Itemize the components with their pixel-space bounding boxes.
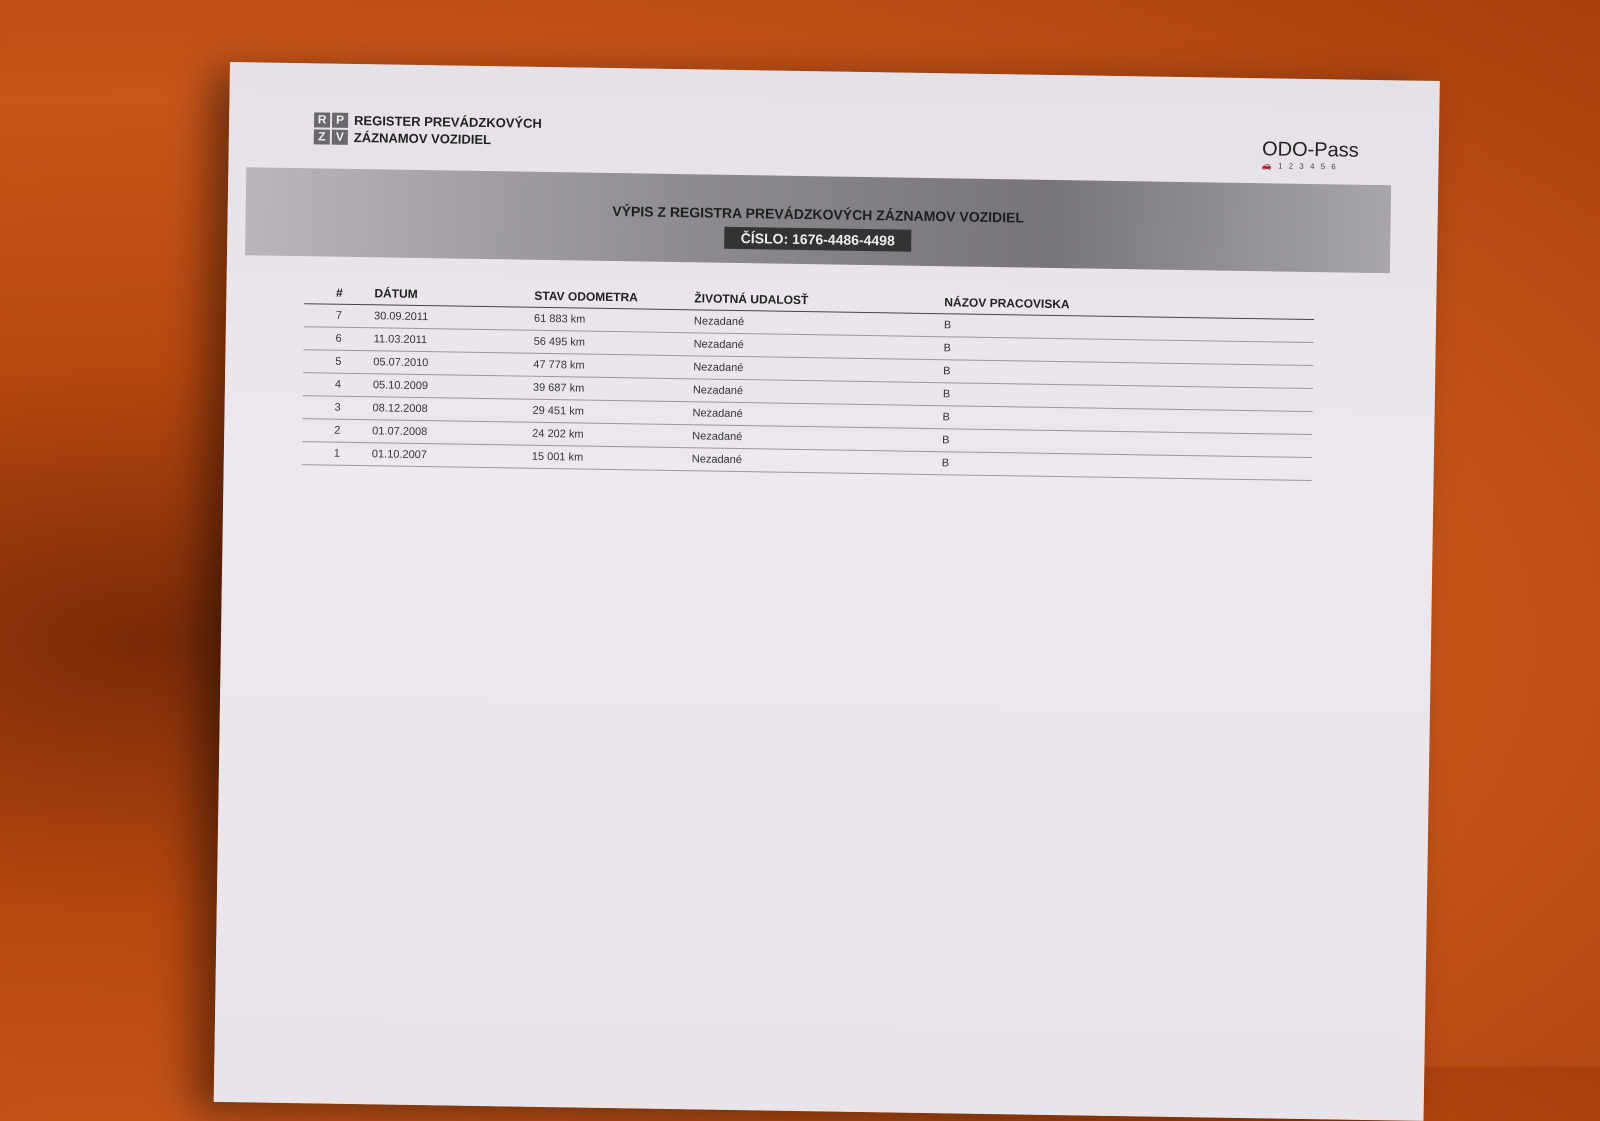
table-cell: 05.07.2010 [373,350,534,377]
table-cell: 15 001 km [531,445,692,471]
column-header: DÁTUM [374,282,535,308]
table-cell: 7 [303,303,375,328]
logo-letter: P [331,112,349,128]
column-header: # [304,281,375,305]
table-cell: 11.03.2011 [373,327,534,354]
odo-pass-logo: ODO-Pass 🚗 1 2 3 4 5 6 [1262,138,1359,172]
table-cell: 4 [302,372,374,397]
table-cell: B [941,451,1312,481]
table-cell: 30.09.2011 [373,304,535,331]
table-cell: 2 [302,418,373,443]
document-sheet: R P Z V REGISTER PREVÁDZKOVÝCH ZÁZNAMOV … [213,62,1440,1121]
column-header: STAV ODOMETRA [534,284,695,310]
table-cell: 6 [303,326,374,351]
records-table: # DÁTUM STAV ODOMETRA ŽIVOTNÁ UDALOSŤ NÁZOV … [301,281,1315,481]
logo-letter: R [313,112,331,128]
table-body: 7 30.09.2011 61 883 km Nezadané B 6 11.03.2011… [301,303,1315,481]
logo-letter: Z [313,129,330,145]
logo-letter: V [331,129,348,145]
logo-line2: ZÁZNAMOV VOZIDIEL [353,129,492,148]
table-cell: 56 495 km [533,330,694,356]
table-cell: 61 883 km [533,307,695,333]
table-cell: Nezadané [691,447,942,475]
table-cell: 39 687 km [532,376,694,402]
table-cell: 01.10.2007 [371,442,533,469]
brand-tagline: 1 2 3 4 5 6 [1277,161,1338,172]
title-banner: VÝPIS Z REGISTRA PREVÁDZKOVÝCH ZÁZNAMOV … [244,167,1392,274]
table-cell: 29 451 km [532,399,693,425]
document-number: ČÍSLO: 1676-4486-4498 [724,226,911,252]
table-cell: 47 778 km [533,353,694,379]
table-cell: 3 [302,395,373,420]
table-cell: 1 [301,441,373,466]
logo-text: REGISTER PREVÁDZKOVÝCH ZÁZNAMOV VOZIDIEL [354,112,542,149]
rpzv-logo: R P Z V REGISTER PREVÁDZKOVÝCH ZÁZNAMOV … [313,111,542,149]
car-odometer-icon: 🚗 1 2 3 4 5 6 [1261,161,1338,172]
logo-mark: R P Z V [313,112,349,145]
table-cell: 24 202 km [532,422,693,448]
table-cell: 08.12.2008 [372,396,533,423]
table-cell: 01.07.2008 [372,419,533,446]
brand-name: ODO-Pass [1261,138,1359,162]
table-cell: 5 [303,349,374,374]
table-cell: 05.10.2009 [372,373,534,400]
document-title: VÝPIS Z REGISTRA PREVÁDZKOVÝCH ZÁZNAMOV … [612,203,1025,226]
